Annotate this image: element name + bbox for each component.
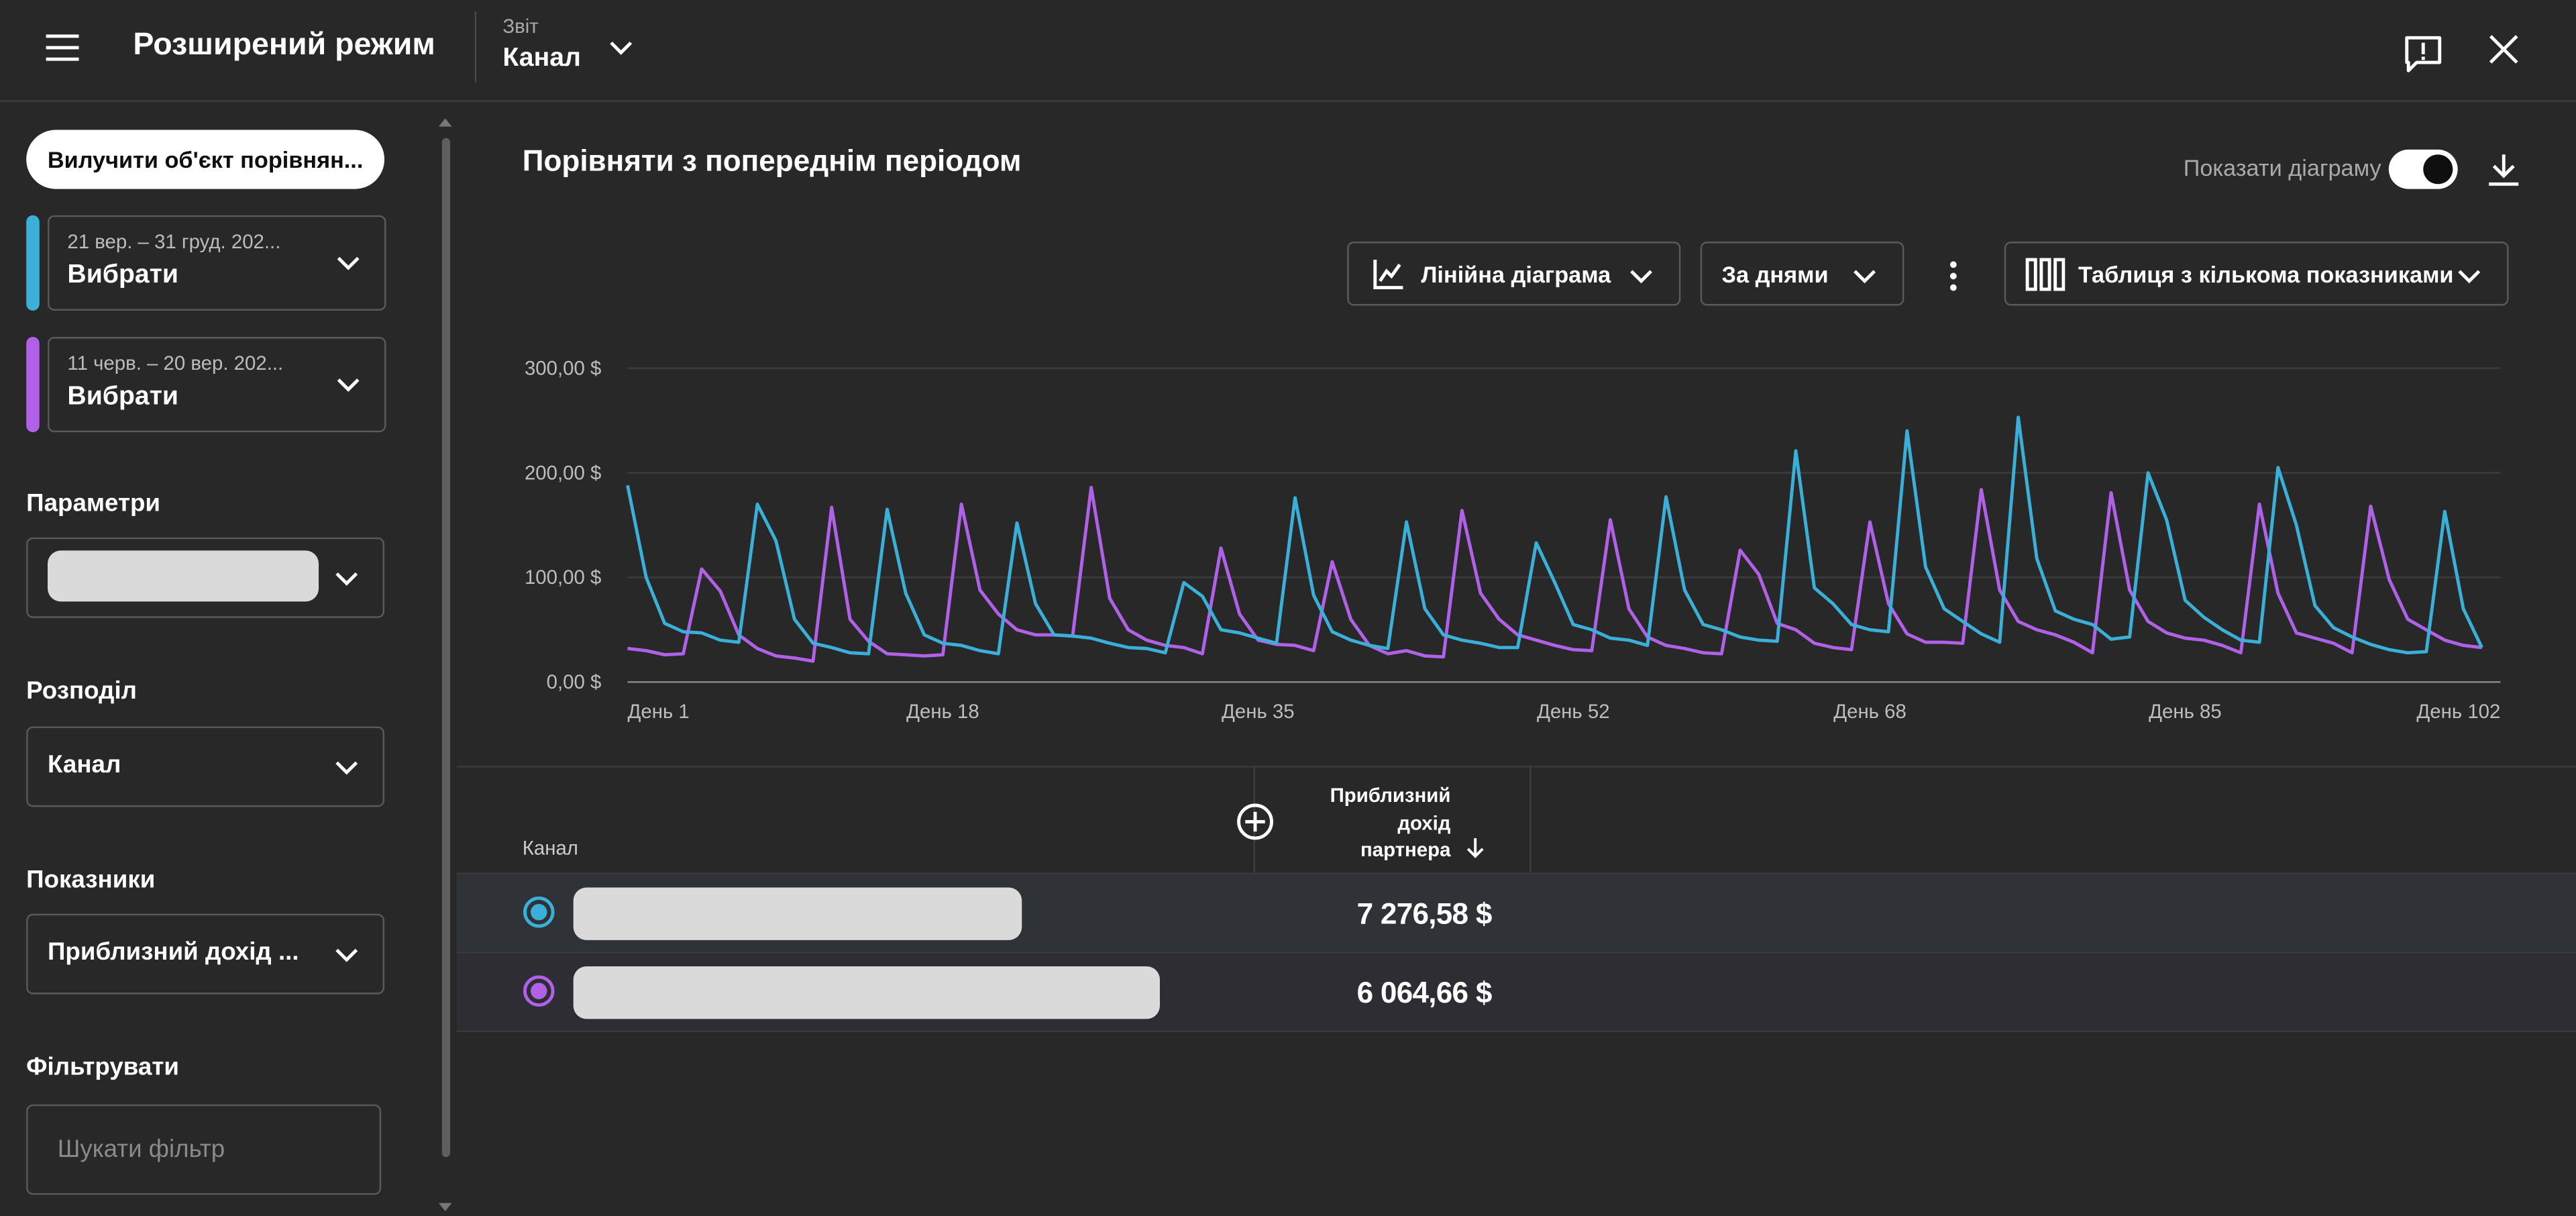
- x-tick-label: День 35: [1222, 701, 1295, 723]
- filter-search-input[interactable]: [26, 1104, 382, 1195]
- redacted-channel-name: [573, 887, 1022, 940]
- sort-descending-icon[interactable]: [1464, 837, 1487, 860]
- y-tick-label: 300,00 $: [525, 357, 601, 379]
- columns-icon: [2025, 258, 2065, 291]
- y-tick-label: 100,00 $: [525, 566, 601, 589]
- close-icon[interactable]: [2485, 32, 2522, 68]
- y-tick-label: 0,00 $: [547, 671, 602, 693]
- chevron-down-icon: [335, 761, 358, 775]
- report-value[interactable]: Канал: [502, 44, 581, 72]
- filter-heading: Фільтрувати: [26, 1053, 179, 1082]
- period-select-label-1: Вибрати: [67, 261, 179, 290]
- table-row[interactable]: 7 276,58 $: [456, 872, 2576, 952]
- chart-type-label: Лінійна діаграма: [1421, 261, 1611, 288]
- exclude-comparison-button[interactable]: Вилучити об'єкт порівнян...: [26, 130, 385, 189]
- x-tick-label: День 52: [1537, 701, 1610, 723]
- metrics-value: Приблизний дохід ...: [48, 938, 299, 967]
- split-heading: Розподіл: [26, 676, 137, 705]
- granularity-dropdown[interactable]: За днями: [1700, 242, 1904, 306]
- chevron-down-icon[interactable]: [608, 34, 634, 60]
- period-selector-2[interactable]: 11 черв. – 20 вер. 202... Вибрати: [48, 337, 386, 433]
- add-column-icon[interactable]: [1236, 802, 1275, 842]
- header-divider: [474, 11, 477, 83]
- chevron-down-icon: [2458, 270, 2481, 284]
- series-radio-icon[interactable]: [523, 974, 555, 1007]
- table-row[interactable]: 6 064,66 $: [456, 951, 2576, 1032]
- scroll-down-arrow[interactable]: [438, 1203, 452, 1211]
- sidebar-scrollbar[interactable]: [441, 121, 451, 1158]
- x-tick-label: День 1: [628, 701, 690, 723]
- show-chart-toggle[interactable]: [2388, 149, 2458, 189]
- series-line-1: [626, 415, 2483, 656]
- report-label: Звіт: [502, 15, 539, 38]
- period-color-bar-1: [26, 215, 40, 311]
- x-tick-label: День 68: [1833, 701, 1907, 723]
- series-radio-icon[interactable]: [523, 896, 555, 929]
- x-tick-label: День 102: [2416, 701, 2500, 723]
- split-value: Канал: [48, 751, 121, 779]
- app-title: Розширений режим: [133, 28, 435, 63]
- params-dropdown[interactable]: [26, 537, 385, 618]
- chart-type-dropdown[interactable]: Лінійна діаграма: [1347, 242, 1681, 306]
- redacted-channel-name: [573, 966, 1160, 1019]
- redacted-block: [48, 550, 319, 602]
- scrollbar-thumb[interactable]: [441, 138, 451, 1158]
- line-chart: 0,00 $ 100,00 $ 200,00 $ 300,00 $ День 1 День…: [525, 357, 2501, 723]
- download-icon[interactable]: [2485, 151, 2522, 187]
- period-color-bar-2: [26, 337, 40, 433]
- granularity-label: За днями: [1721, 261, 1829, 288]
- chevron-down-icon: [1630, 270, 1652, 284]
- table-type-dropdown[interactable]: Таблиця з кількома показниками: [2004, 242, 2509, 306]
- metric-value: 6 064,66 $: [1356, 976, 1493, 1009]
- column-header-channel[interactable]: Канал: [522, 836, 578, 860]
- period-range-2: 11 черв. – 20 вер. 202...: [67, 352, 284, 375]
- table-top-border: [456, 766, 2576, 768]
- chevron-down-icon: [335, 572, 358, 586]
- scroll-up-arrow[interactable]: [438, 118, 452, 127]
- feedback-icon[interactable]: [2402, 33, 2445, 76]
- period-select-label-2: Вибрати: [67, 383, 179, 411]
- chevron-down-icon: [1854, 270, 1876, 284]
- line-chart-icon: [1373, 259, 1403, 290]
- column-header-metric[interactable]: Приблизний дохід партнера: [1330, 784, 1451, 862]
- x-tick-label: День 85: [2149, 701, 2222, 723]
- metric-value: 7 276,58 $: [1356, 897, 1493, 931]
- menu-icon[interactable]: [46, 32, 79, 64]
- table-type-label: Таблиця з кількома показниками: [2078, 261, 2454, 288]
- toggle-knob: [2423, 154, 2453, 185]
- period-selector-1[interactable]: 21 вер. – 31 груд. 202... Вибрати: [48, 215, 386, 311]
- x-tick-label: День 18: [906, 701, 979, 723]
- params-heading: Параметри: [26, 489, 161, 518]
- comparison-title: Порівняти з попереднім періодом: [522, 144, 1022, 178]
- chevron-down-icon: [337, 378, 360, 392]
- period-range-1: 21 вер. – 31 груд. 202...: [67, 230, 281, 254]
- metrics-heading: Показники: [26, 866, 156, 895]
- top-bar: Розширений режим Звіт Канал: [0, 0, 2576, 102]
- y-tick-label: 200,00 $: [525, 462, 601, 484]
- sidebar: Вилучити об'єкт порівнян... 21 вер. – 31…: [0, 102, 452, 1216]
- chevron-down-icon: [337, 256, 360, 270]
- more-options-icon[interactable]: [1940, 258, 1966, 294]
- split-dropdown[interactable]: Канал: [26, 726, 385, 807]
- show-chart-label: Показати діаграму: [2183, 154, 2381, 181]
- chevron-down-icon: [335, 948, 358, 962]
- series-line-2: [627, 485, 2482, 663]
- metrics-dropdown[interactable]: Приблизний дохід ...: [26, 913, 385, 995]
